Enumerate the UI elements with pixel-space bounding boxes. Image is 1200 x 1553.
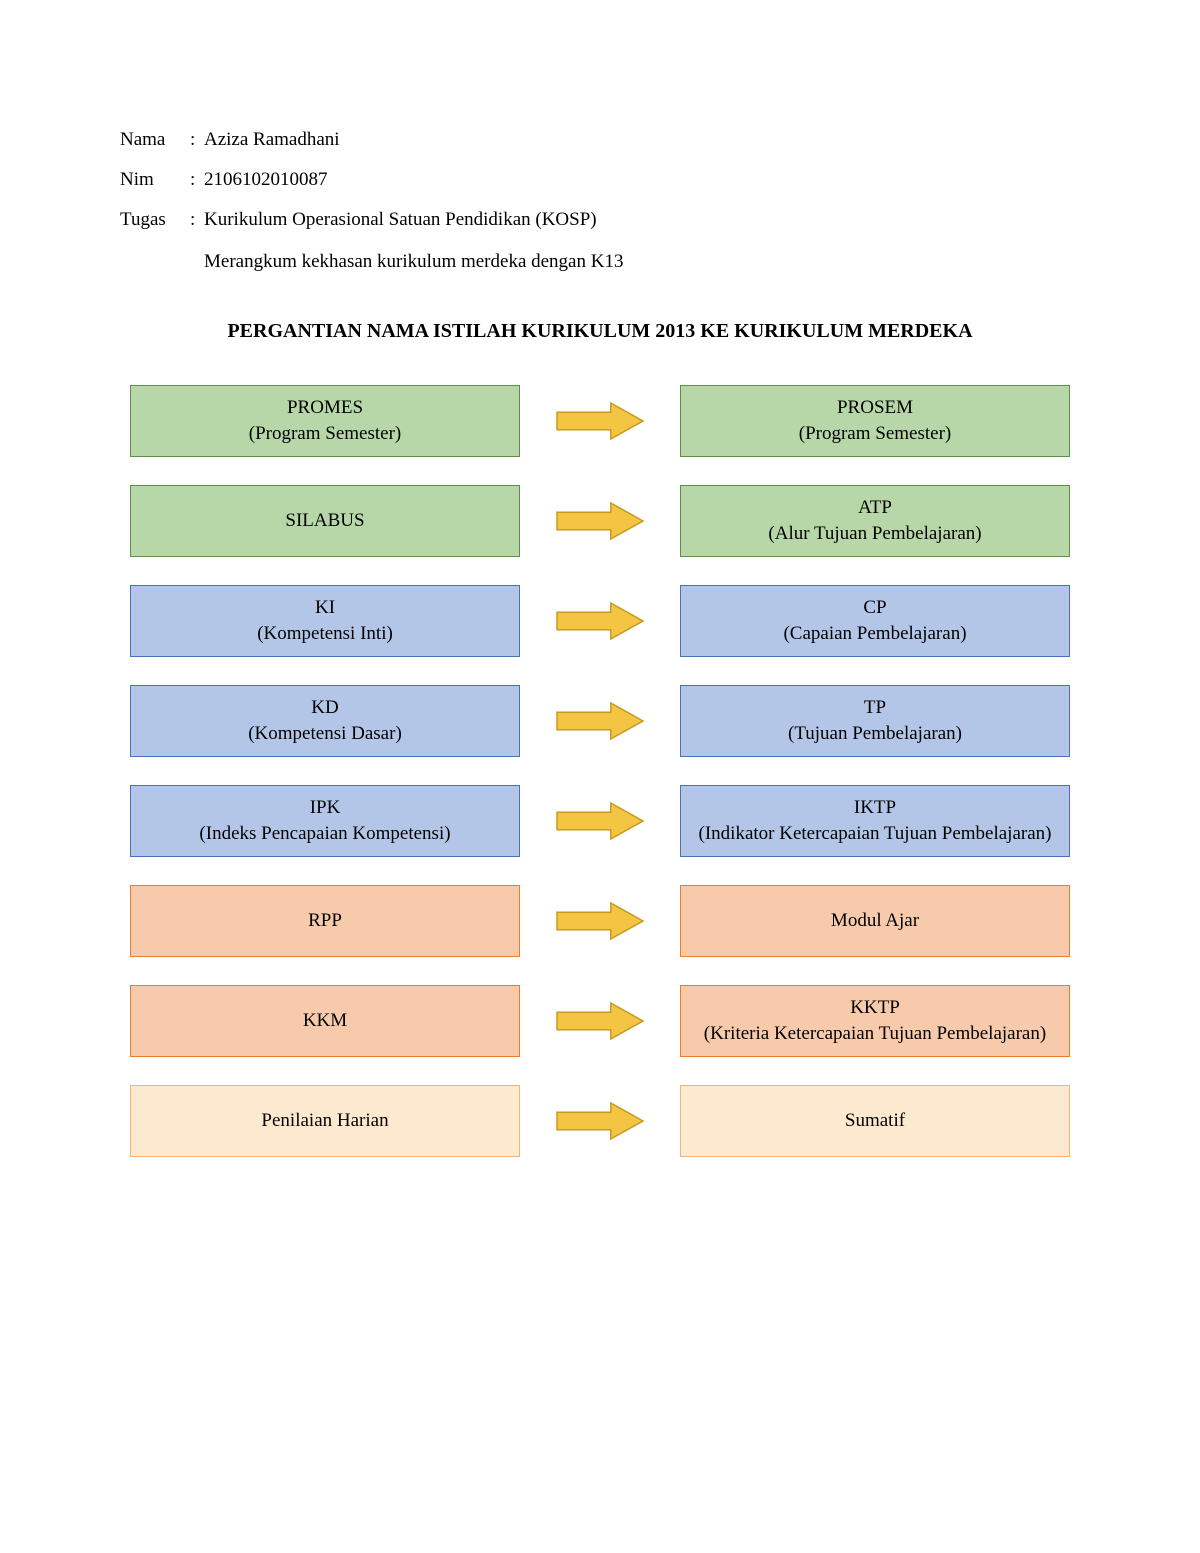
- arrow-icon: [545, 1001, 655, 1041]
- diagram-row: PROMES(Program Semester)PROSEM(Program S…: [130, 385, 1070, 457]
- header-row-nim: Nim : 2106102010087: [120, 160, 1080, 200]
- header-row-nama: Nama : Aziza Ramadhani: [120, 120, 1080, 160]
- left-box: SILABUS: [130, 485, 520, 557]
- left-box: KD(Kompetensi Dasar): [130, 685, 520, 757]
- right-box-line1: ATP: [858, 495, 892, 521]
- nama-value: Aziza Ramadhani: [204, 120, 1080, 160]
- nim-label: Nim: [120, 160, 190, 200]
- right-box-line1: TP: [864, 695, 886, 721]
- right-box: TP(Tujuan Pembelajaran): [680, 685, 1070, 757]
- right-box-line1: KKTP: [850, 995, 900, 1021]
- nim-value: 2106102010087: [204, 160, 1080, 200]
- left-box-line1: RPP: [308, 908, 342, 934]
- diagram-row: KI(Kompetensi Inti) CP(Capaian Pembelajar…: [130, 585, 1070, 657]
- left-box: Penilaian Harian: [130, 1085, 520, 1157]
- left-box-line1: IPK: [310, 795, 341, 821]
- left-box-line2: (Program Semester): [249, 421, 401, 447]
- header-info: Nama : Aziza Ramadhani Nim : 21061020100…: [120, 120, 1080, 282]
- left-box-line2: (Kompetensi Dasar): [248, 721, 402, 747]
- page-title: PERGANTIAN NAMA ISTILAH KURIKULUM 2013 K…: [120, 320, 1080, 343]
- diagram-row: KKM KKTP(Kriteria Ketercapaian Tujuan Pem…: [130, 985, 1070, 1057]
- right-box-line2: (Tujuan Pembelajaran): [788, 721, 962, 747]
- right-box-line1: IKTP: [854, 795, 896, 821]
- right-box-line1: CP: [863, 595, 886, 621]
- right-box-line1: Sumatif: [845, 1108, 905, 1134]
- diagram-row: RPP Modul Ajar: [130, 885, 1070, 957]
- colon: :: [190, 160, 204, 200]
- left-box-line1: SILABUS: [285, 508, 364, 534]
- arrow-icon: [545, 901, 655, 941]
- diagram-row: KD(Kompetensi Dasar) TP(Tujuan Pembelajar…: [130, 685, 1070, 757]
- right-box: IKTP(Indikator Ketercapaian Tujuan Pembe…: [680, 785, 1070, 857]
- right-box-line1: Modul Ajar: [831, 908, 919, 934]
- left-box-line1: Penilaian Harian: [261, 1108, 388, 1134]
- right-box-line2: (Capaian Pembelajaran): [783, 621, 966, 647]
- diagram-row: SILABUS ATP(Alur Tujuan Pembelajaran): [130, 485, 1070, 557]
- right-box: PROSEM(Program Semester): [680, 385, 1070, 457]
- tugas-value: Kurikulum Operasional Satuan Pendidikan …: [204, 200, 1080, 240]
- right-box: CP(Capaian Pembelajaran): [680, 585, 1070, 657]
- left-box-line1: KI: [315, 595, 335, 621]
- right-box-line2: (Kriteria Ketercapaian Tujuan Pembelajar…: [704, 1021, 1046, 1047]
- left-box-line1: PROMES: [287, 395, 363, 421]
- arrow-icon: [545, 801, 655, 841]
- left-box: IPK(Indeks Pencapaian Kompetensi): [130, 785, 520, 857]
- colon: :: [190, 120, 204, 160]
- header-row-tugas: Tugas : Kurikulum Operasional Satuan Pen…: [120, 200, 1080, 240]
- left-box: KKM: [130, 985, 520, 1057]
- tugas-sub: Merangkum kekhasan kurikulum merdeka den…: [204, 242, 1080, 282]
- arrow-icon: [545, 601, 655, 641]
- diagram-rows: PROMES(Program Semester)PROSEM(Program S…: [120, 385, 1080, 1157]
- right-box: Modul Ajar: [680, 885, 1070, 957]
- right-box-line2: (Indikator Ketercapaian Tujuan Pembelaja…: [699, 821, 1052, 847]
- tugas-label: Tugas: [120, 200, 190, 240]
- arrow-icon: [545, 401, 655, 441]
- left-box: KI(Kompetensi Inti): [130, 585, 520, 657]
- right-box: ATP(Alur Tujuan Pembelajaran): [680, 485, 1070, 557]
- right-box: KKTP(Kriteria Ketercapaian Tujuan Pembel…: [680, 985, 1070, 1057]
- left-box: PROMES(Program Semester): [130, 385, 520, 457]
- left-box-line2: (Indeks Pencapaian Kompetensi): [199, 821, 450, 847]
- left-box: RPP: [130, 885, 520, 957]
- right-box-line2: (Alur Tujuan Pembelajaran): [768, 521, 981, 547]
- arrow-icon: [545, 1101, 655, 1141]
- left-box-line1: KD: [311, 695, 338, 721]
- diagram-row: IPK(Indeks Pencapaian Kompetensi)IKTP(In…: [130, 785, 1070, 857]
- left-box-line2: (Kompetensi Inti): [257, 621, 393, 647]
- diagram-row: Penilaian Harian Sumatif: [130, 1085, 1070, 1157]
- left-box-line1: KKM: [303, 1008, 347, 1034]
- right-box: Sumatif: [680, 1085, 1070, 1157]
- nama-label: Nama: [120, 120, 190, 160]
- arrow-icon: [545, 701, 655, 741]
- arrow-icon: [545, 501, 655, 541]
- colon: :: [190, 200, 204, 240]
- right-box-line1: PROSEM: [837, 395, 913, 421]
- right-box-line2: (Program Semester): [799, 421, 951, 447]
